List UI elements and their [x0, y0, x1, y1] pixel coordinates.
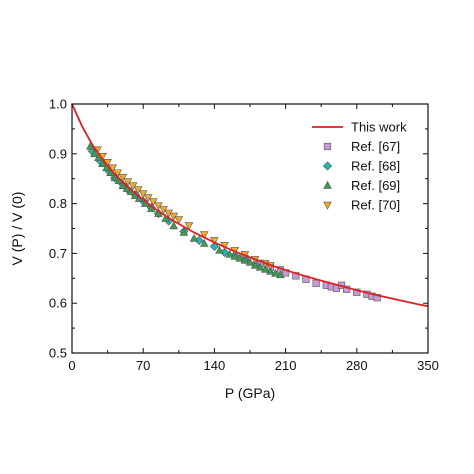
legend-swatch [323, 180, 332, 189]
data-point [199, 231, 209, 240]
data-point [353, 288, 361, 296]
data-point [133, 186, 143, 195]
data-point [255, 262, 265, 271]
y-tick-label: 1.0 [49, 97, 67, 112]
data-point [90, 149, 99, 158]
data-point [169, 221, 179, 230]
x-tick-label: 0 [68, 358, 75, 373]
data-point [179, 227, 189, 236]
data-point [271, 268, 280, 277]
legend-label: This work [351, 120, 407, 135]
data-point [199, 238, 209, 247]
legend-label: Ref. [68] [351, 159, 400, 174]
legend-swatch [322, 161, 333, 171]
legend-item: Ref. [70] [323, 198, 400, 213]
legend-label: Ref. [70] [351, 198, 400, 213]
legend-item: This work [312, 120, 407, 135]
x-tick-label: 140 [204, 358, 226, 373]
legend-item: Ref. [67] [323, 139, 400, 154]
x-tick-label: 210 [275, 358, 297, 373]
data-point [235, 253, 245, 262]
x-axis-label: P (GPa) [225, 385, 275, 401]
data-point [149, 198, 158, 207]
data-point [209, 241, 219, 251]
x-tick-label: 70 [136, 358, 150, 373]
data-point [312, 279, 320, 287]
data-point [138, 190, 148, 199]
y-axis-label: V (P) / V (0) [9, 192, 25, 266]
y-tick-label: 0.6 [49, 296, 67, 311]
data-point [98, 159, 107, 168]
data-point [128, 182, 138, 191]
y-tick-label: 0.7 [49, 246, 67, 261]
data-point [266, 266, 275, 275]
axis-ticks: 0 70 140 210 280 350 0.5 0.6 0.7 0.8 0.9 1.0 [49, 97, 439, 374]
data-point [113, 169, 123, 178]
legend-swatch [323, 142, 332, 151]
data-point [250, 260, 260, 269]
legend: This work Ref. [67] Ref. [68] Ref. [69] Ref.… [312, 120, 407, 213]
y-tick-label: 0.8 [49, 196, 67, 211]
data-point [225, 249, 234, 258]
data-point [240, 255, 250, 264]
data-point [184, 222, 194, 231]
legend-swatch [323, 201, 332, 210]
data-point [118, 173, 128, 182]
fit-line [71, 103, 429, 308]
data-point [174, 216, 184, 225]
data-point [154, 202, 163, 211]
x-tick-label: 280 [346, 358, 368, 373]
data-point [245, 257, 255, 266]
data-point [123, 178, 133, 187]
data-point [143, 194, 153, 203]
data-point [215, 245, 224, 254]
series-4 [86, 141, 285, 279]
series-5 [93, 146, 275, 270]
data-point [189, 233, 199, 242]
legend-label: Ref. [67] [351, 139, 400, 154]
data-point [276, 270, 285, 279]
legend-item: Ref. [69] [323, 178, 400, 193]
data-point [110, 173, 120, 181]
y-tick-label: 0.5 [49, 346, 67, 361]
data-marks [71, 103, 429, 308]
data-point [230, 251, 240, 260]
legend-item: Ref. [68] [322, 159, 400, 174]
y-tick-label: 0.9 [49, 146, 67, 161]
legend-label: Ref. [69] [351, 178, 400, 193]
data-point [260, 264, 270, 273]
x-tick-label: 350 [417, 358, 439, 373]
